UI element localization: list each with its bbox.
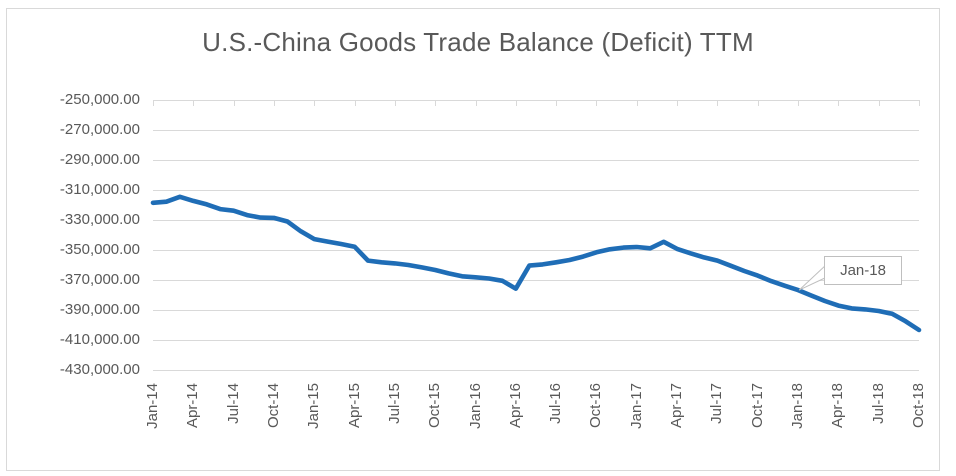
y-axis-tick-label: -430,000.00: [59, 361, 140, 378]
y-axis-tick-label: -270,000.00: [59, 121, 140, 138]
trend-line-series: [150, 194, 922, 333]
gridline: [153, 310, 919, 311]
x-axis-tickmark: [879, 100, 880, 106]
y-axis-tick-label: -410,000.00: [59, 331, 140, 348]
x-axis-tickmark: [556, 100, 557, 106]
y-axis-tick-label: -310,000.00: [59, 181, 140, 198]
x-axis-tickmark: [314, 100, 315, 106]
x-axis-tickmark: [476, 100, 477, 106]
x-axis-tickmark: [274, 100, 275, 106]
chart-title: U.S.-China Goods Trade Balance (Deficit)…: [202, 27, 754, 57]
y-axis-tick-label: -290,000.00: [59, 151, 140, 168]
x-axis-tickmark: [234, 100, 235, 106]
gridline: [153, 250, 919, 251]
x-axis-tickmark: [919, 100, 920, 106]
x-axis-tickmark: [717, 100, 718, 106]
gridline: [153, 280, 919, 281]
callout-pointer: [798, 262, 828, 291]
x-axis-tickmark: [838, 100, 839, 106]
x-axis-tickmark: [798, 100, 799, 106]
gridline: [153, 220, 919, 221]
gridline: [153, 130, 919, 131]
gridline: [153, 160, 919, 161]
x-axis-tickmark: [596, 100, 597, 106]
callout-label: Jan-18: [840, 262, 886, 279]
gridline: [153, 370, 919, 371]
chart-frame: [6, 8, 940, 471]
x-axis-tickmark: [153, 100, 154, 106]
x-axis-tickmark: [758, 100, 759, 106]
y-axis-tick-label: -250,000.00: [59, 91, 140, 108]
x-axis-tickmark: [516, 100, 517, 106]
x-axis-tickmark: [193, 100, 194, 106]
y-axis-tick-label: -390,000.00: [59, 301, 140, 318]
data-label-callout: Jan-18: [824, 256, 902, 285]
x-axis-tickmark: [637, 100, 638, 106]
x-axis-tickmark: [435, 100, 436, 106]
y-axis-tick-label: -330,000.00: [59, 211, 140, 228]
y-axis-tick-label: -370,000.00: [59, 271, 140, 288]
gridline: [153, 340, 919, 341]
y-axis-tick-label: -350,000.00: [59, 241, 140, 258]
x-axis-tickmark: [355, 100, 356, 106]
gridline: [153, 190, 919, 191]
x-axis-tickmark: [677, 100, 678, 106]
gridline: [153, 100, 919, 101]
x-axis-tickmark: [395, 100, 396, 106]
